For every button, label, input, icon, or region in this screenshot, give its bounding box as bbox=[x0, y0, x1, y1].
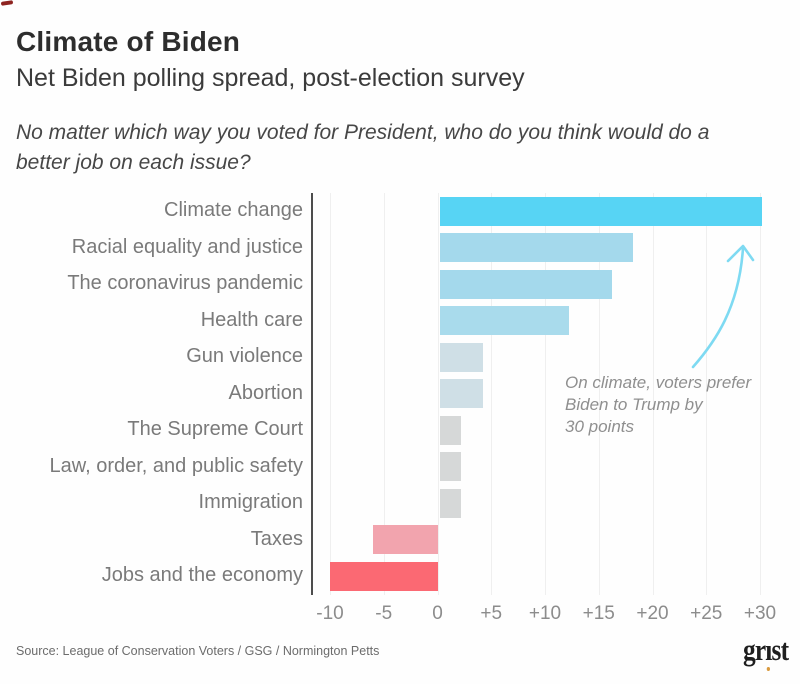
page-title: Climate of Biden bbox=[16, 26, 241, 57]
x-tick-label: +20 bbox=[636, 603, 669, 624]
logo-dotless-i: ı bbox=[765, 632, 772, 671]
annotation-line: 30 points bbox=[565, 416, 634, 436]
category-label: Health care bbox=[200, 308, 303, 331]
bar bbox=[439, 233, 633, 263]
bar-chart: Climate change Racial equality and justic… bbox=[16, 193, 784, 627]
gridline bbox=[437, 193, 439, 595]
gridline bbox=[598, 193, 600, 595]
bar bbox=[439, 342, 483, 372]
bar bbox=[439, 196, 762, 226]
category-label: Gun violence bbox=[186, 345, 303, 368]
category-label: Abortion bbox=[228, 381, 304, 404]
x-tick-label: -5 bbox=[375, 603, 393, 624]
gridline bbox=[652, 193, 654, 595]
gridline bbox=[383, 193, 385, 595]
x-tick-label: +30 bbox=[743, 603, 777, 624]
y-axis-line bbox=[311, 193, 313, 595]
category-labels: Climate change Racial equality and justic… bbox=[16, 193, 311, 595]
annotation-line: Biden to Trump by bbox=[565, 394, 703, 414]
x-tick-label: +10 bbox=[528, 603, 562, 624]
gridline bbox=[706, 193, 708, 595]
bar bbox=[330, 561, 438, 591]
logo-text: grı st bbox=[743, 632, 789, 671]
x-tick-label: +5 bbox=[480, 603, 503, 624]
x-tick-label: 0 bbox=[432, 603, 443, 624]
bar bbox=[439, 415, 461, 445]
bar bbox=[439, 269, 612, 299]
category-label: The Supreme Court bbox=[127, 418, 303, 441]
category-label: Jobs and the economy bbox=[101, 564, 303, 587]
logo-dot bbox=[766, 667, 770, 671]
corner-mark bbox=[0, 0, 14, 6]
category-label: Climate change bbox=[164, 199, 303, 222]
gridline bbox=[545, 193, 546, 595]
survey-question: No matter which way you voted for Presid… bbox=[16, 121, 710, 174]
bar bbox=[439, 488, 461, 518]
gridline bbox=[760, 193, 761, 595]
category-label: The coronavirus pandemic bbox=[67, 272, 303, 295]
x-tick-label: +25 bbox=[690, 603, 723, 624]
plot-area: On climate, voters prefer Biden to Trump… bbox=[311, 193, 776, 624]
gridline bbox=[330, 193, 331, 595]
bar bbox=[439, 452, 461, 482]
category-label: Immigration bbox=[198, 491, 303, 514]
bar bbox=[439, 306, 569, 336]
category-label: Racial equality and justice bbox=[71, 235, 303, 258]
category-label: Law, order, and public safety bbox=[49, 454, 304, 477]
curved-arrow-icon bbox=[691, 244, 755, 369]
category-label: Taxes bbox=[250, 527, 303, 550]
annotation-line: On climate, voters prefer bbox=[565, 373, 752, 392]
page-subtitle: Net Biden polling spread, post-election … bbox=[16, 64, 525, 92]
gridline bbox=[491, 193, 493, 595]
x-tick-label: +15 bbox=[582, 603, 615, 624]
x-tick-label: -10 bbox=[316, 603, 344, 624]
grist-logo: grı st bbox=[743, 632, 789, 671]
bar bbox=[439, 379, 483, 409]
source-credit: Source: League of Conservation Voters / … bbox=[16, 644, 380, 658]
chart-annotation: On climate, voters prefer Biden to Trump… bbox=[565, 372, 751, 437]
bar bbox=[373, 525, 438, 555]
